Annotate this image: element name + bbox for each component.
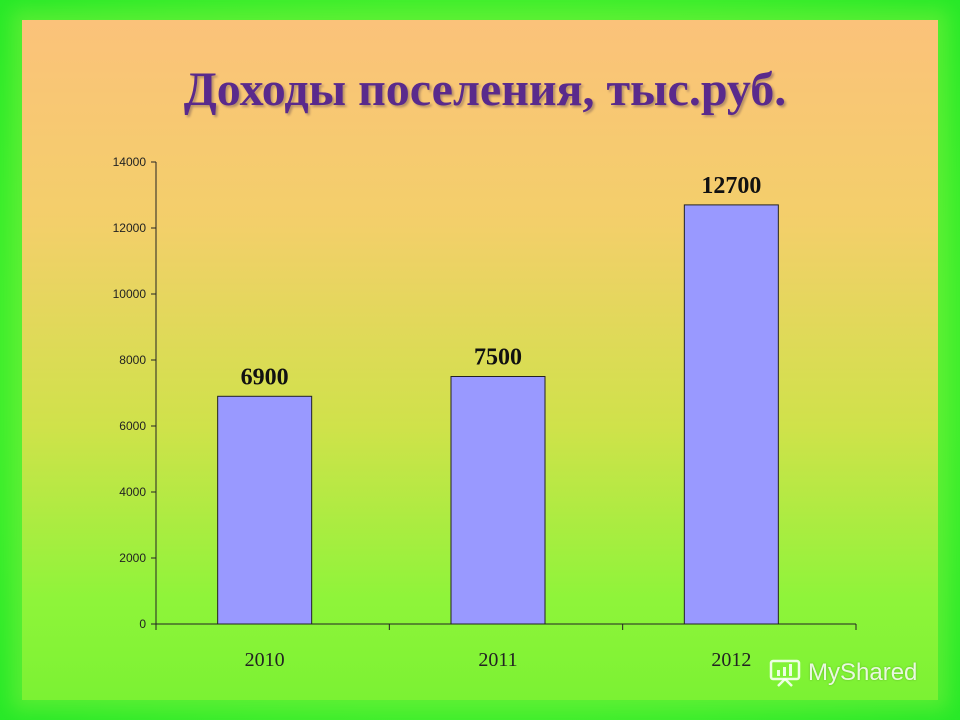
bar [683,204,779,625]
y-tick-label: 2000 [119,551,146,565]
x-tick-label: 2012 [711,649,751,671]
bar [217,395,313,625]
presentation-icon [769,659,801,687]
chart-title: Доходы поселения, тыс.руб. [183,63,787,116]
data-label: 6900 [241,364,289,390]
y-tick-label: 14000 [113,155,147,169]
x-tick-label: 2011 [478,649,517,671]
watermark: MyShared [768,658,917,688]
y-tick-label: 10000 [113,287,147,301]
data-label: 12700 [701,173,761,199]
y-tick-label: 6000 [119,419,146,433]
y-tick-label: 12000 [113,221,147,235]
watermark-text: MyShared [808,659,918,686]
y-tick-label: 0 [139,617,146,631]
bar [450,376,546,625]
data-label: 7500 [474,345,522,371]
x-tick-label: 2010 [245,649,285,671]
y-tick-label: 4000 [119,485,146,499]
y-tick-label: 8000 [119,353,146,367]
